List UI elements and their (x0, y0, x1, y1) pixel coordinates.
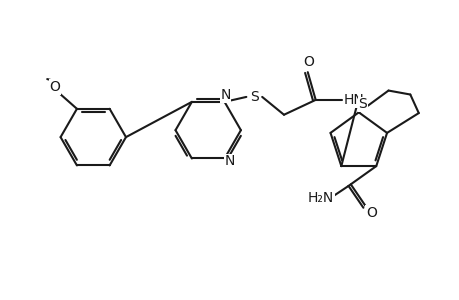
Text: S: S (358, 98, 366, 111)
Text: N: N (220, 88, 230, 102)
Text: HN: HN (343, 93, 364, 107)
Text: O: O (302, 55, 313, 69)
Text: O: O (50, 80, 61, 94)
Text: O: O (365, 206, 376, 220)
Text: N: N (224, 154, 234, 169)
Text: H₂N: H₂N (307, 191, 333, 205)
Text: S: S (249, 90, 258, 104)
